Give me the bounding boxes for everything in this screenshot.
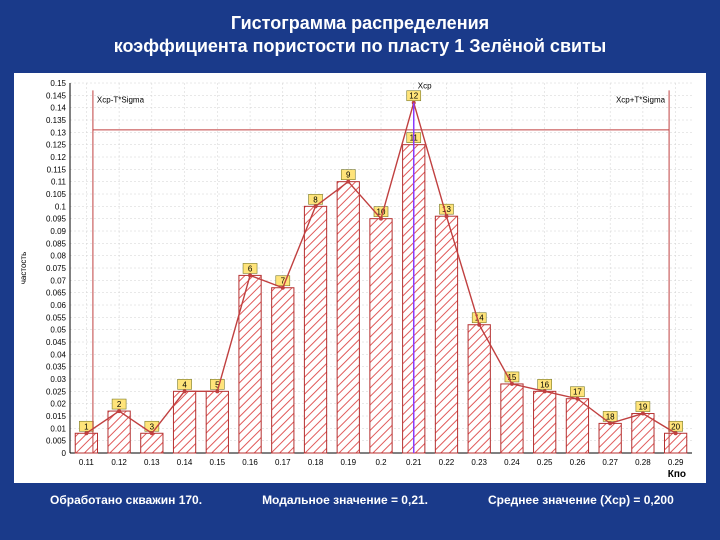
- svg-text:18: 18: [606, 412, 615, 421]
- svg-text:0.15: 0.15: [50, 79, 66, 88]
- svg-text:Xcp: Xcp: [418, 82, 432, 91]
- svg-text:0.025: 0.025: [46, 387, 67, 396]
- svg-text:0.055: 0.055: [46, 313, 67, 322]
- svg-text:0.13: 0.13: [144, 458, 160, 467]
- svg-text:0.19: 0.19: [340, 458, 356, 467]
- svg-text:0.07: 0.07: [50, 276, 66, 285]
- svg-text:0.115: 0.115: [47, 165, 67, 174]
- svg-text:0.29: 0.29: [668, 458, 684, 467]
- title-line-1: Гистограмма распределения: [231, 13, 489, 33]
- svg-text:0.27: 0.27: [602, 458, 618, 467]
- svg-text:0.14: 0.14: [177, 458, 193, 467]
- svg-text:0.16: 0.16: [242, 458, 258, 467]
- svg-text:0.13: 0.13: [50, 128, 66, 137]
- svg-text:0.02: 0.02: [50, 399, 66, 408]
- svg-text:8: 8: [313, 195, 318, 204]
- svg-text:Xcp+T*Sigma: Xcp+T*Sigma: [616, 96, 666, 105]
- svg-text:0.065: 0.065: [46, 288, 67, 297]
- svg-text:0.22: 0.22: [439, 458, 455, 467]
- svg-text:0.06: 0.06: [50, 301, 66, 310]
- svg-text:12: 12: [409, 92, 418, 101]
- svg-text:0.18: 0.18: [308, 458, 324, 467]
- svg-text:9: 9: [346, 170, 351, 179]
- svg-text:0.03: 0.03: [50, 375, 66, 384]
- svg-text:0.135: 0.135: [46, 116, 67, 125]
- title-line-2: коэффициента пористости по пласту 1 Зелё…: [114, 36, 607, 56]
- svg-text:0.08: 0.08: [50, 251, 66, 260]
- chart-container: 0 0.005 0.01 0.015 0.02 0.025 0.03 0.035 0.04 0.0…: [14, 73, 706, 483]
- svg-text:Кпо: Кпо: [668, 469, 686, 480]
- svg-text:0.145: 0.145: [46, 91, 67, 100]
- svg-text:0.035: 0.035: [46, 362, 67, 371]
- svg-text:0.075: 0.075: [46, 264, 67, 273]
- svg-text:0.04: 0.04: [50, 350, 66, 359]
- footer-mean: Среднее значение (Хср) = 0,200: [488, 493, 674, 507]
- svg-text:0.095: 0.095: [46, 214, 67, 223]
- svg-text:0.17: 0.17: [275, 458, 291, 467]
- svg-text:2: 2: [117, 400, 122, 409]
- chart-title: Гистограмма распределения коэффициента п…: [0, 0, 720, 67]
- svg-text:частость: частость: [19, 252, 28, 284]
- svg-text:17: 17: [573, 388, 582, 397]
- svg-text:0.25: 0.25: [537, 458, 553, 467]
- svg-text:0.1: 0.1: [55, 202, 67, 211]
- svg-text:20: 20: [671, 422, 680, 431]
- svg-text:0.2: 0.2: [375, 458, 387, 467]
- svg-text:0.15: 0.15: [210, 458, 226, 467]
- svg-text:0.09: 0.09: [50, 227, 66, 236]
- svg-text:0.085: 0.085: [46, 239, 67, 248]
- svg-text:0.26: 0.26: [570, 458, 586, 467]
- svg-text:0.12: 0.12: [50, 153, 66, 162]
- svg-text:0.005: 0.005: [46, 436, 67, 445]
- svg-text:0.24: 0.24: [504, 458, 520, 467]
- svg-text:0.01: 0.01: [50, 424, 66, 433]
- svg-text:16: 16: [540, 380, 549, 389]
- footer-processed: Обработано скважин 170.: [50, 493, 202, 507]
- svg-text:19: 19: [638, 402, 647, 411]
- svg-text:0.11: 0.11: [51, 177, 67, 186]
- svg-text:0.21: 0.21: [406, 458, 422, 467]
- svg-text:0.05: 0.05: [50, 325, 66, 334]
- footer-modal: Модальное значение = 0,21.: [262, 493, 428, 507]
- footer: Обработано скважин 170. Модальное значен…: [0, 483, 720, 507]
- svg-text:0.28: 0.28: [635, 458, 651, 467]
- svg-text:Xcp-T*Sigma: Xcp-T*Sigma: [97, 96, 145, 105]
- svg-text:0: 0: [62, 449, 67, 458]
- svg-text:0.125: 0.125: [46, 140, 67, 149]
- svg-text:0.015: 0.015: [46, 412, 67, 421]
- svg-text:0.045: 0.045: [46, 338, 67, 347]
- svg-text:0.11: 0.11: [79, 458, 95, 467]
- svg-text:0.105: 0.105: [46, 190, 67, 199]
- svg-text:4: 4: [182, 380, 187, 389]
- histogram-chart: 0 0.005 0.01 0.015 0.02 0.025 0.03 0.035 0.04 0.0…: [14, 73, 706, 483]
- svg-text:0.14: 0.14: [50, 103, 66, 112]
- svg-text:0.12: 0.12: [111, 458, 127, 467]
- svg-text:1: 1: [84, 422, 89, 431]
- svg-text:6: 6: [248, 264, 253, 273]
- svg-text:0.23: 0.23: [471, 458, 487, 467]
